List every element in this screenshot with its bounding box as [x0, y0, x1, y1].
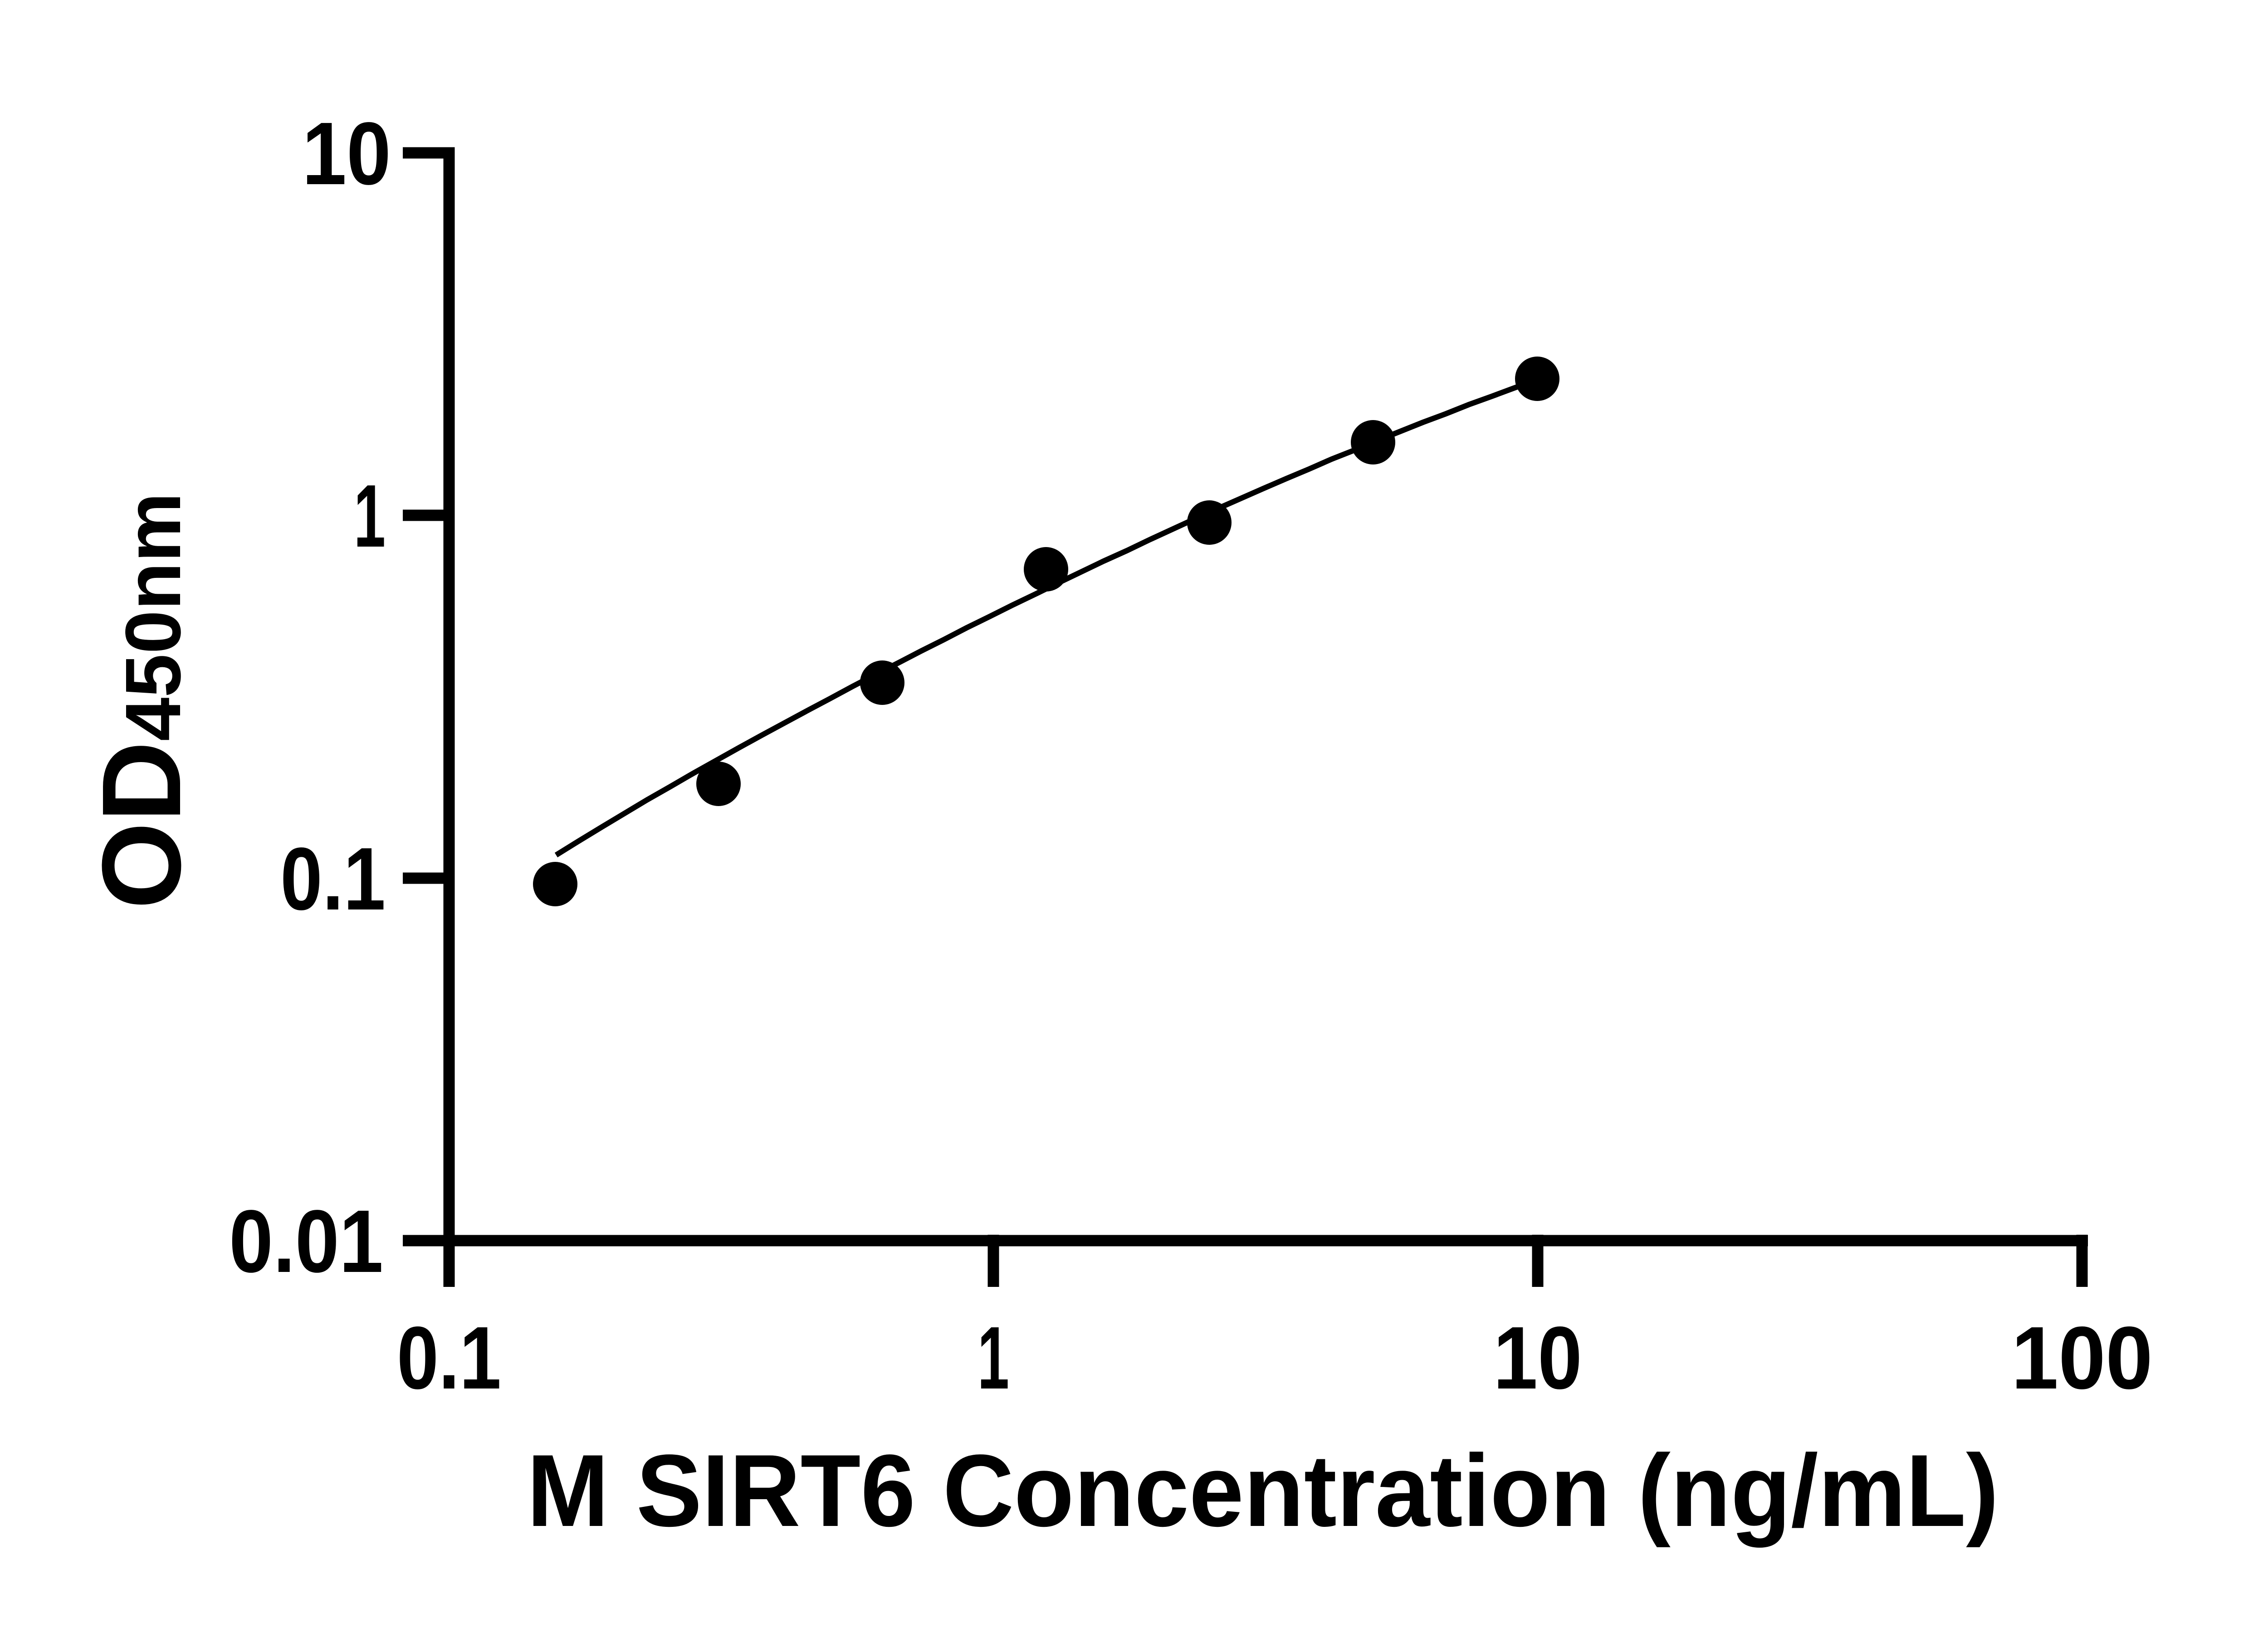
svg-text:1: 1 [978, 1308, 1009, 1408]
svg-text:OD450nm: OD450nm [79, 493, 204, 909]
svg-text:M SIRT6 Concentration (ng/mL): M SIRT6 Concentration (ng/mL) [527, 1433, 1999, 1548]
svg-text:1: 1 [354, 466, 386, 566]
svg-text:0.1: 0.1 [280, 829, 386, 929]
svg-text:0.1: 0.1 [397, 1308, 501, 1408]
svg-text:10: 10 [302, 104, 391, 203]
svg-text:10: 10 [1493, 1308, 1582, 1408]
svg-text:100: 100 [2011, 1308, 2153, 1408]
svg-text:0.01: 0.01 [229, 1192, 383, 1291]
